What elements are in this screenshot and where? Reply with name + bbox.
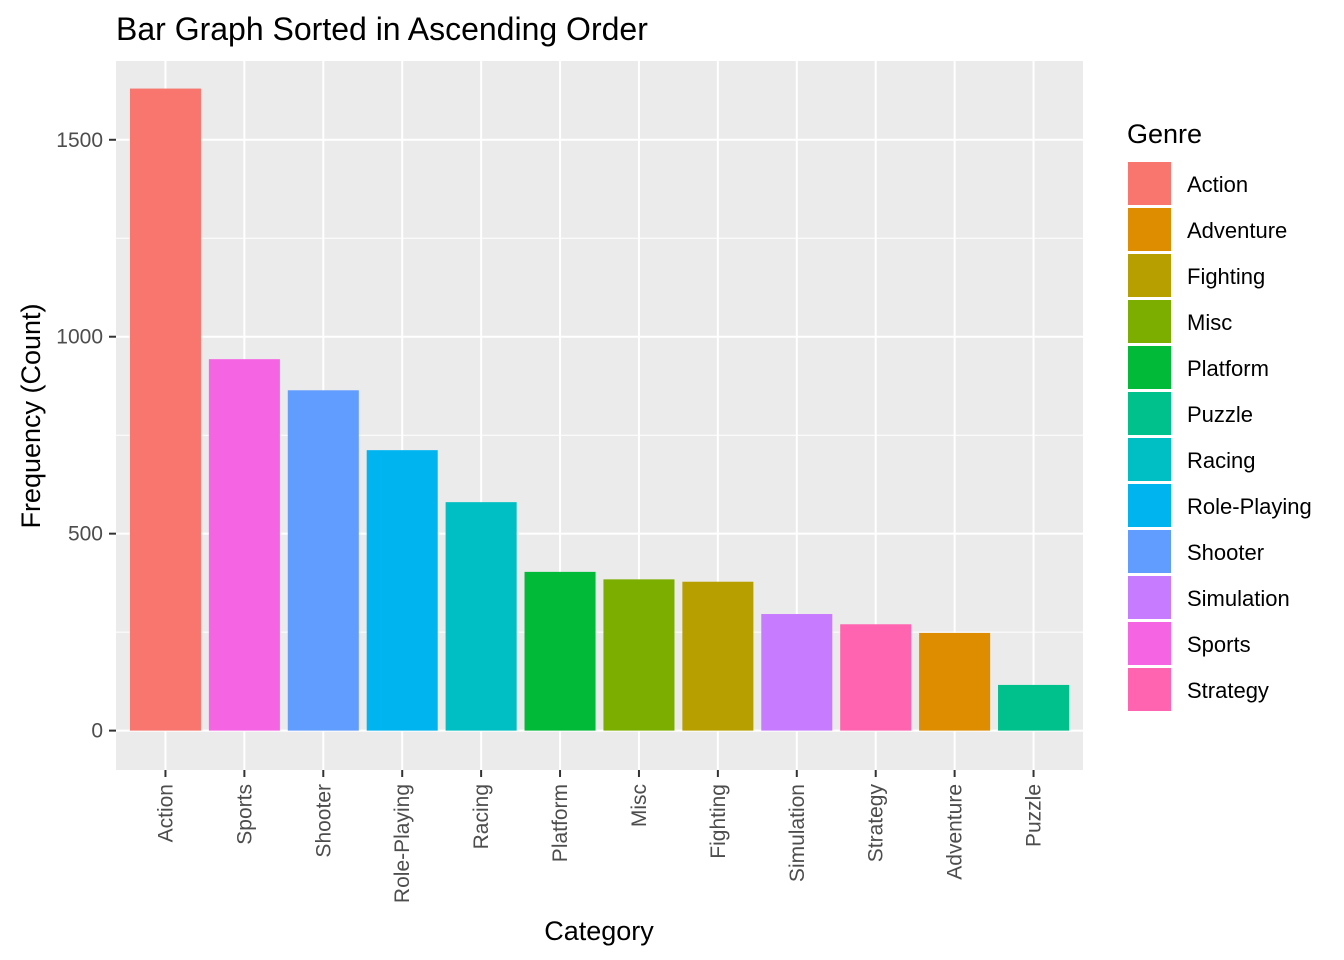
legend-label: Platform (1187, 356, 1269, 381)
legend-key (1128, 484, 1171, 527)
legend-key (1128, 300, 1171, 343)
x-tick-label: Shooter (312, 784, 335, 858)
legend-label: Shooter (1187, 540, 1264, 565)
legend-label: Strategy (1187, 678, 1269, 703)
x-tick-label: Adventure (944, 784, 967, 880)
bar-adventure (919, 632, 991, 731)
legend-label: Simulation (1187, 586, 1290, 611)
x-tick-label: Fighting (707, 784, 730, 859)
legend-key (1128, 208, 1171, 251)
x-axis: Action Sports Shooter Role-Playing Racing Pla… (154, 770, 1046, 903)
legend-key (1128, 576, 1171, 619)
bar-misc (603, 579, 675, 731)
chart-title: Bar Graph Sorted in Ascending Order (116, 11, 648, 47)
x-tick-label: Action (154, 784, 177, 842)
legend: Genre Action Adventure Fighting Misc Platfor… (1127, 119, 1312, 711)
y-tick-label: 1500 (56, 129, 103, 152)
legend-label: Sports (1187, 632, 1251, 657)
legend-label: Racing (1187, 448, 1255, 473)
legend-key (1128, 438, 1171, 481)
x-tick-label: Racing (470, 784, 493, 849)
legend-label: Adventure (1187, 218, 1287, 243)
legend-key (1128, 162, 1171, 205)
legend-label: Puzzle (1187, 402, 1253, 427)
bar-fighting (682, 581, 754, 731)
legend-key (1128, 530, 1171, 573)
legend-key (1128, 254, 1171, 297)
legend-title: Genre (1127, 119, 1202, 149)
y-axis: 0 500 1000 1500 (56, 129, 116, 743)
legend-items: Action Adventure Fighting Misc Platform Puzzl… (1128, 162, 1312, 711)
x-tick-label: Strategy (865, 784, 888, 863)
bar-simulation (761, 614, 833, 731)
x-tick-label: Misc (628, 784, 651, 827)
bar-sports (208, 359, 280, 731)
bar-puzzle (998, 684, 1070, 731)
bar-action (129, 88, 201, 731)
bar-shooter (287, 390, 359, 731)
legend-label: Misc (1187, 310, 1232, 335)
x-tick-label: Sports (233, 784, 256, 845)
legend-label: Action (1187, 172, 1248, 197)
y-tick-label: 0 (91, 720, 103, 743)
legend-label: Fighting (1187, 264, 1265, 289)
legend-key (1128, 622, 1171, 665)
bars-group (129, 88, 1070, 731)
legend-key (1128, 346, 1171, 389)
y-tick-label: 1000 (56, 326, 103, 349)
x-tick-label: Platform (549, 784, 572, 862)
y-tick-label: 500 (68, 523, 103, 546)
bar-platform (524, 571, 596, 731)
x-axis-title: Category (544, 916, 654, 946)
x-tick-label: Puzzle (1023, 784, 1046, 847)
legend-key (1128, 392, 1171, 435)
bar-role-playing (366, 450, 438, 731)
legend-label: Role-Playing (1187, 494, 1312, 519)
y-axis-title: Frequency (Count) (16, 303, 46, 528)
legend-key (1128, 668, 1171, 711)
bar-racing (445, 502, 517, 731)
bar-strategy (840, 624, 912, 731)
x-tick-label: Role-Playing (391, 784, 414, 903)
x-tick-label: Simulation (786, 784, 809, 882)
